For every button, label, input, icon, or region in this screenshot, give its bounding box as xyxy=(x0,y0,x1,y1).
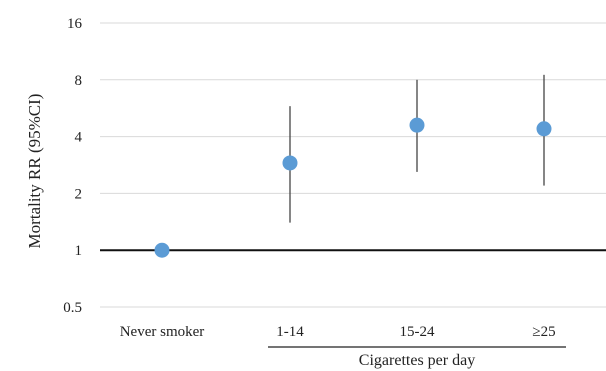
category-label: 15-24 xyxy=(400,324,435,340)
error-bars xyxy=(289,74,545,223)
data-point xyxy=(409,117,425,133)
y-tick-labels: 0.5 1 2 4 8 16 xyxy=(63,16,82,316)
category-label: ≥25 xyxy=(532,324,555,340)
y-tick-label: 0.5 xyxy=(63,300,82,316)
y-axis-title: Mortality RR (95%CI) xyxy=(25,94,44,249)
data-point xyxy=(536,121,552,137)
category-label: Never smoker xyxy=(120,324,205,340)
category-label: 1-14 xyxy=(276,324,304,340)
y-tick-label: 8 xyxy=(75,73,83,89)
y-tick-label: 2 xyxy=(75,186,83,202)
group-label: Cigarettes per day xyxy=(359,352,475,369)
y-tick-label: 4 xyxy=(75,130,83,146)
data-points xyxy=(154,117,552,258)
data-point xyxy=(282,155,298,171)
y-tick-label: 16 xyxy=(67,16,83,32)
gridlines xyxy=(100,22,606,308)
data-point xyxy=(154,242,170,258)
category-labels: Never smoker 1-14 15-24 ≥25 xyxy=(120,324,556,340)
y-tick-label: 1 xyxy=(75,243,83,259)
